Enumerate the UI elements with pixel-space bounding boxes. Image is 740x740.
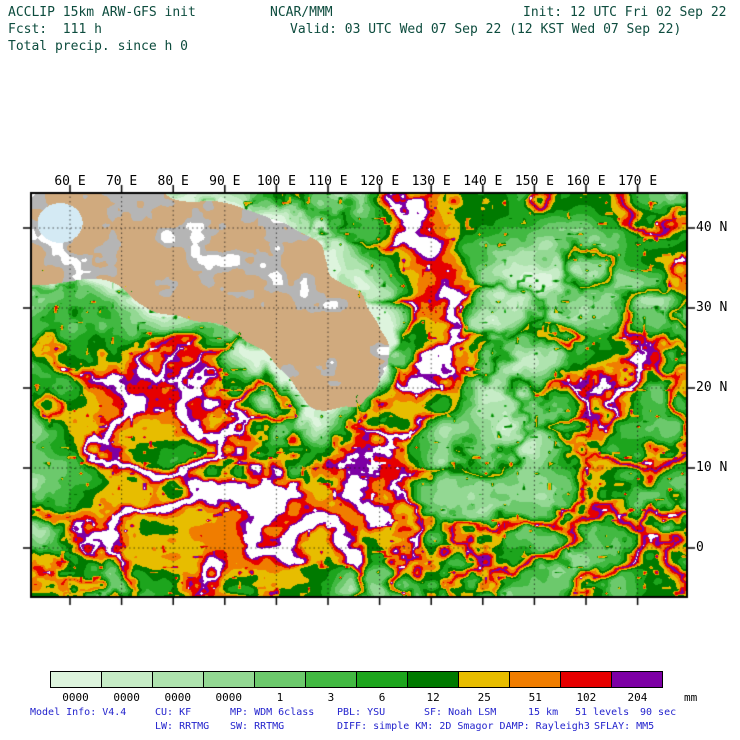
time-step: 90 sec <box>640 707 677 718</box>
level-count: 51 levels <box>575 707 630 718</box>
lon-tick-label: 100 E <box>256 174 296 189</box>
lon-tick-label: 60 E <box>54 174 86 189</box>
colorbar-box-2 <box>101 672 152 687</box>
lon-tick-label: 130 E <box>411 174 451 189</box>
lat-tick-label: 10 N <box>696 460 728 475</box>
lw-scheme: LW: RRTMG <box>155 721 210 732</box>
colorbar-box-10 <box>509 672 560 687</box>
lon-tick-label: 80 E <box>157 174 189 189</box>
colorbar-box-3 <box>152 672 203 687</box>
colorbar-tick-label: 0000 <box>62 691 89 704</box>
lat-tick-label: 0 <box>696 540 704 555</box>
pbl-scheme: PBL: YSU <box>337 707 386 718</box>
colorbar-tick-label: 25 <box>477 691 491 704</box>
diff-damp-scheme: DIFF: simple KM: 2D Smagor DAMP: Rayleig… <box>337 721 590 732</box>
colorbar-tick-label: 0000 <box>113 691 140 704</box>
colorbar-tick-label: 0000 <box>215 691 243 704</box>
lon-tick-label: 120 E <box>360 174 400 189</box>
colorbar-box-4 <box>203 672 254 687</box>
mp-scheme: MP: WDM 6class <box>230 707 315 718</box>
colorbar-unit: mm <box>684 691 698 704</box>
colorbar <box>50 671 663 688</box>
lon-tick-label: 70 E <box>105 174 138 189</box>
lat-tick-label: 20 N <box>696 380 728 395</box>
colorbar-box-12 <box>611 672 662 687</box>
lon-tick-label: 150 E <box>514 174 554 189</box>
sf-scheme: SF: Noah LSM <box>424 707 497 718</box>
lon-tick-label: 110 E <box>308 174 348 189</box>
colorbar-box-8 <box>407 672 458 687</box>
lat-tick-label: 30 N <box>696 300 728 315</box>
colorbar-tick-label: 204 <box>627 691 648 704</box>
sw-scheme: SW: RRTMG <box>230 721 285 732</box>
lon-tick-label: 140 E <box>463 174 503 189</box>
colorbar-box-9 <box>458 672 509 687</box>
colorbar-tick-label: 51 <box>528 691 542 704</box>
colorbar-box-5 <box>254 672 305 687</box>
colorbar-tick-label: 12 <box>426 691 440 704</box>
model-version: Model Info: V4.4 <box>30 707 127 718</box>
colorbar-tick-label: 0000 <box>164 691 191 704</box>
colorbar-box-7 <box>356 672 407 687</box>
cu-scheme: CU: KF <box>155 707 192 718</box>
sflay-scheme: SFLAY: MM5 <box>594 721 655 732</box>
colorbar-tick-label: 3 <box>327 691 335 704</box>
grid-resolution: 15 km <box>528 707 559 718</box>
lon-tick-label: 160 E <box>566 174 606 189</box>
lon-tick-label: 170 E <box>618 174 658 189</box>
lat-tick-label: 40 N <box>696 220 728 235</box>
colorbar-box-6 <box>305 672 356 687</box>
colorbar-tick-label: 6 <box>378 691 386 704</box>
colorbar-tick-label: 1 <box>276 691 284 704</box>
colorbar-box-1 <box>51 672 101 687</box>
lon-tick-label: 90 E <box>209 174 241 189</box>
colorbar-tick-label: 102 <box>576 691 597 704</box>
colorbar-box-11 <box>560 672 611 687</box>
